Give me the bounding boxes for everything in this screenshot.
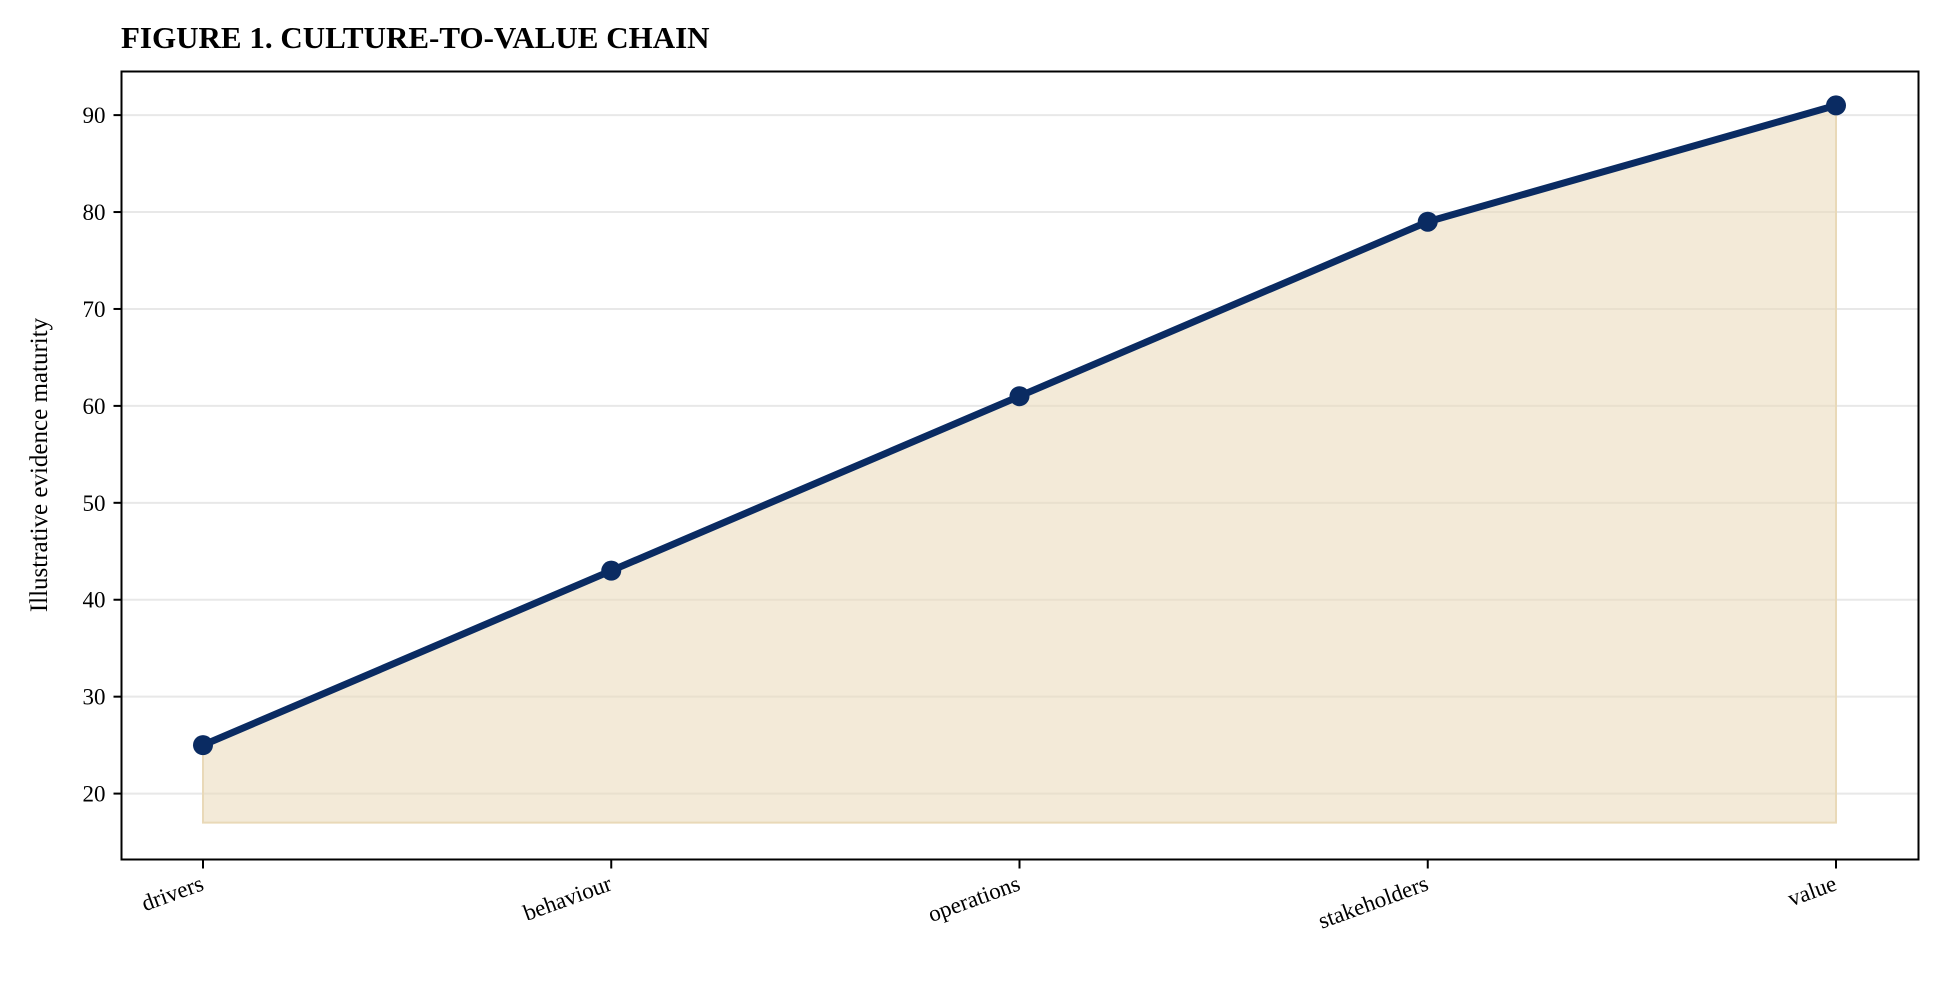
y-axis-label: Illustrative evidence maturity — [26, 317, 53, 612]
chart-title: FIGURE 1. CULTURE-TO-VALUE CHAIN — [121, 20, 710, 55]
y-tick-label-90: 90 — [83, 103, 106, 128]
data-points — [193, 95, 1846, 756]
x-tick-label-operations: operations — [925, 871, 1024, 927]
y-tick-label-60: 60 — [83, 394, 106, 419]
x-tick-label-behaviour: behaviour — [520, 871, 615, 926]
data-point-behaviour — [601, 560, 622, 581]
y-tick-label-40: 40 — [83, 588, 106, 613]
y-tick-label-80: 80 — [83, 200, 106, 225]
data-point-stakeholders — [1417, 211, 1438, 232]
y-tick-label-30: 30 — [83, 685, 106, 710]
data-point-value — [1826, 95, 1846, 116]
x-tick-label-drivers: drivers — [138, 871, 207, 916]
data-point-operations — [1009, 386, 1030, 407]
x-tick-label-value: value — [1784, 871, 1839, 912]
x-axis-ticks: drivers behaviour operations stakeholders va… — [138, 859, 1840, 934]
y-axis-ticks: 20 30 40 50 60 70 80 90 — [83, 103, 122, 807]
y-tick-label-70: 70 — [83, 297, 106, 322]
y-tick-label-20: 20 — [83, 782, 106, 807]
y-tick-label-50: 50 — [83, 491, 106, 516]
x-tick-label-stakeholders: stakeholders — [1315, 871, 1432, 934]
data-point-drivers — [193, 735, 213, 756]
